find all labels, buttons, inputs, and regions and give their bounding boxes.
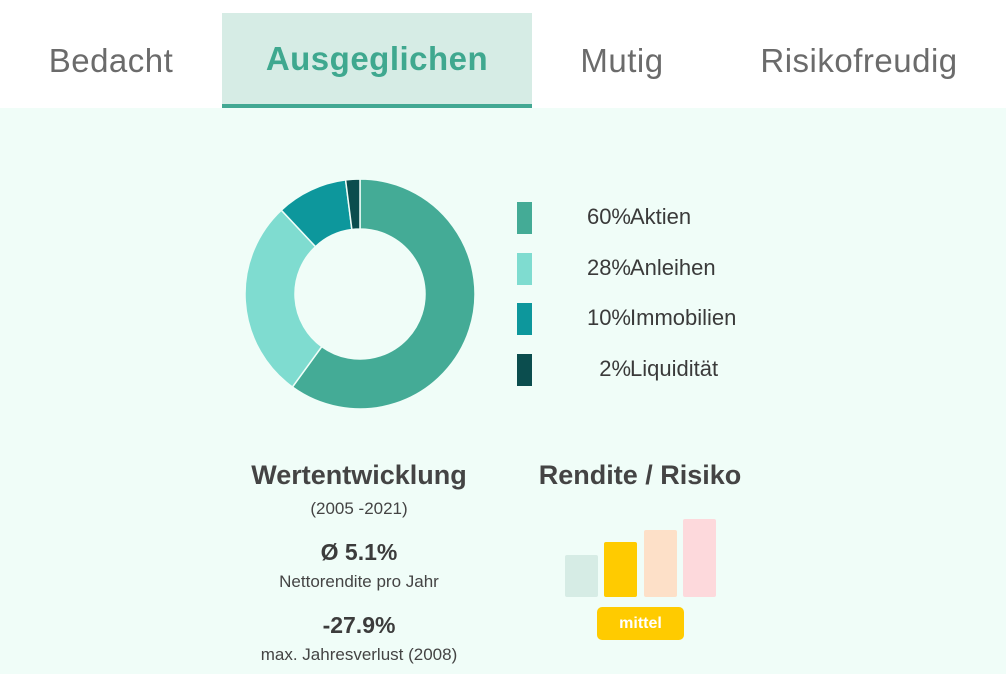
legend-label: Liquidität xyxy=(630,355,719,381)
max-loss-value: -27.9% xyxy=(322,612,396,638)
risk-level-badge: mittel xyxy=(597,607,684,640)
tab-mutig[interactable]: Mutig xyxy=(580,41,664,79)
legend-label: Aktien xyxy=(630,204,692,229)
legend-swatch xyxy=(517,202,532,234)
allocation-donut-chart xyxy=(244,178,476,410)
legend-item-liquiditaet: 2% Liquidität xyxy=(517,352,777,403)
performance-title: Wertentwicklung xyxy=(251,460,467,490)
risk-level-bars xyxy=(565,515,717,597)
legend-swatch xyxy=(517,353,532,386)
risk-bar-2 xyxy=(604,542,637,597)
risk-section: Rendite / Risiko mittel xyxy=(520,460,760,640)
performance-range: (2005 -2021) xyxy=(310,499,408,518)
performance-section: Wertentwicklung (2005 -2021) Ø 5.1% Nett… xyxy=(230,460,488,665)
legend-label: Anleihen xyxy=(630,254,716,280)
max-loss-label: max. Jahresverlust (2008) xyxy=(260,645,458,664)
legend-percent: 28% xyxy=(586,254,631,280)
strategy-tabs: Bedacht Ausgeglichen Mutig Risikofreudig xyxy=(0,0,1006,108)
legend-percent: 2% xyxy=(599,355,631,381)
tab-bedacht[interactable]: Bedacht xyxy=(48,41,174,79)
tab-risikofreudig[interactable]: Risikofreudig xyxy=(760,41,958,79)
average-return-label: Nettorendite pro Jahr xyxy=(279,572,439,591)
legend-item-aktien: 60% Aktien xyxy=(517,200,777,251)
risk-bar-3 xyxy=(644,530,677,597)
legend-item-immobilien: 10% Immobilien xyxy=(517,301,777,352)
tab-ausgeglichen[interactable]: Ausgeglichen xyxy=(222,13,532,108)
donut-slice-anleihen xyxy=(244,209,323,389)
legend-item-anleihen: 28% Anleihen xyxy=(517,251,777,302)
allocation-legend: 60% Aktien 28% Anleihen 10% Immobilien 2… xyxy=(517,200,777,402)
risk-bar-4 xyxy=(683,519,716,597)
risk-bar-1 xyxy=(565,555,598,597)
risk-title: Rendite / Risiko xyxy=(538,460,742,490)
legend-percent: 10% xyxy=(586,305,631,330)
legend-swatch xyxy=(517,252,532,285)
legend-swatch xyxy=(517,303,532,335)
strategy-panel xyxy=(0,108,1006,674)
donut-slice-liquidität xyxy=(344,178,361,231)
legend-percent: 60% xyxy=(586,204,631,229)
average-return-value: Ø 5.1% xyxy=(320,539,398,565)
donut-slice-aktien xyxy=(291,178,476,410)
legend-label: Immobilien xyxy=(630,305,737,330)
